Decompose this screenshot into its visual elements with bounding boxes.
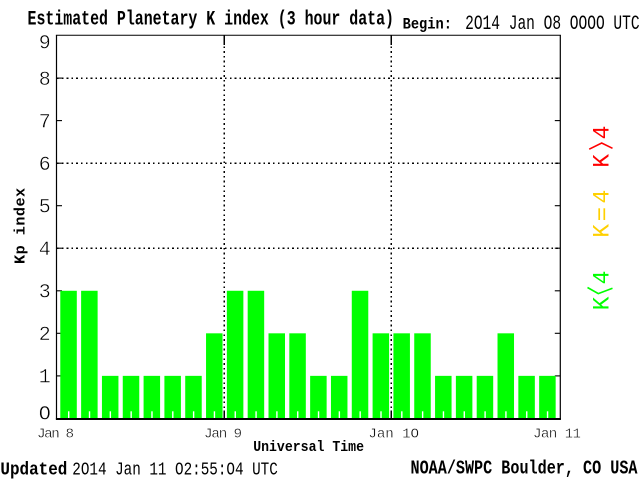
- svg-text:Jan 11: Jan 11: [533, 427, 581, 443]
- svg-text:Jan 1O: Jan 1O: [368, 427, 419, 443]
- svg-text:Jan 9: Jan 9: [204, 427, 242, 443]
- svg-text:6: 6: [39, 154, 51, 177]
- svg-text:Estimated Planetary K index (3: Estimated Planetary K index (3 hour data…: [28, 8, 395, 31]
- svg-text:Begin:: Begin:: [403, 15, 452, 33]
- svg-text:4: 4: [39, 239, 51, 262]
- svg-text:Kp index: Kp index: [12, 188, 30, 264]
- svg-text:9: 9: [39, 33, 51, 56]
- svg-text:K: K: [590, 296, 616, 310]
- svg-text:4: 4: [590, 126, 616, 140]
- svg-text:O: O: [39, 404, 51, 427]
- svg-text:Updated: Updated: [0, 461, 67, 480]
- svg-text:7: 7: [39, 111, 51, 134]
- svg-text:3: 3: [39, 282, 51, 305]
- svg-text:2: 2: [39, 324, 51, 347]
- svg-text:8: 8: [39, 69, 51, 92]
- svg-text:4: 4: [590, 271, 616, 285]
- svg-text:K: K: [590, 224, 616, 238]
- svg-text:1: 1: [39, 367, 51, 390]
- svg-text:Universal Time: Universal Time: [253, 440, 364, 456]
- svg-text:Jan 8: Jan 8: [37, 427, 74, 443]
- svg-text:2O14 Jan 11 O2:55:O4 UTC: 2O14 Jan 11 O2:55:O4 UTC: [72, 461, 278, 480]
- svg-text:4: 4: [590, 190, 616, 204]
- svg-text:K: K: [590, 154, 616, 168]
- svg-text:NOAA/SWPC Boulder, CO USA: NOAA/SWPC Boulder, CO USA: [411, 457, 638, 479]
- svg-text:2O14 Jan O8 OOOO UTC: 2O14 Jan O8 OOOO UTC: [465, 13, 639, 36]
- svg-text:5: 5: [39, 196, 51, 219]
